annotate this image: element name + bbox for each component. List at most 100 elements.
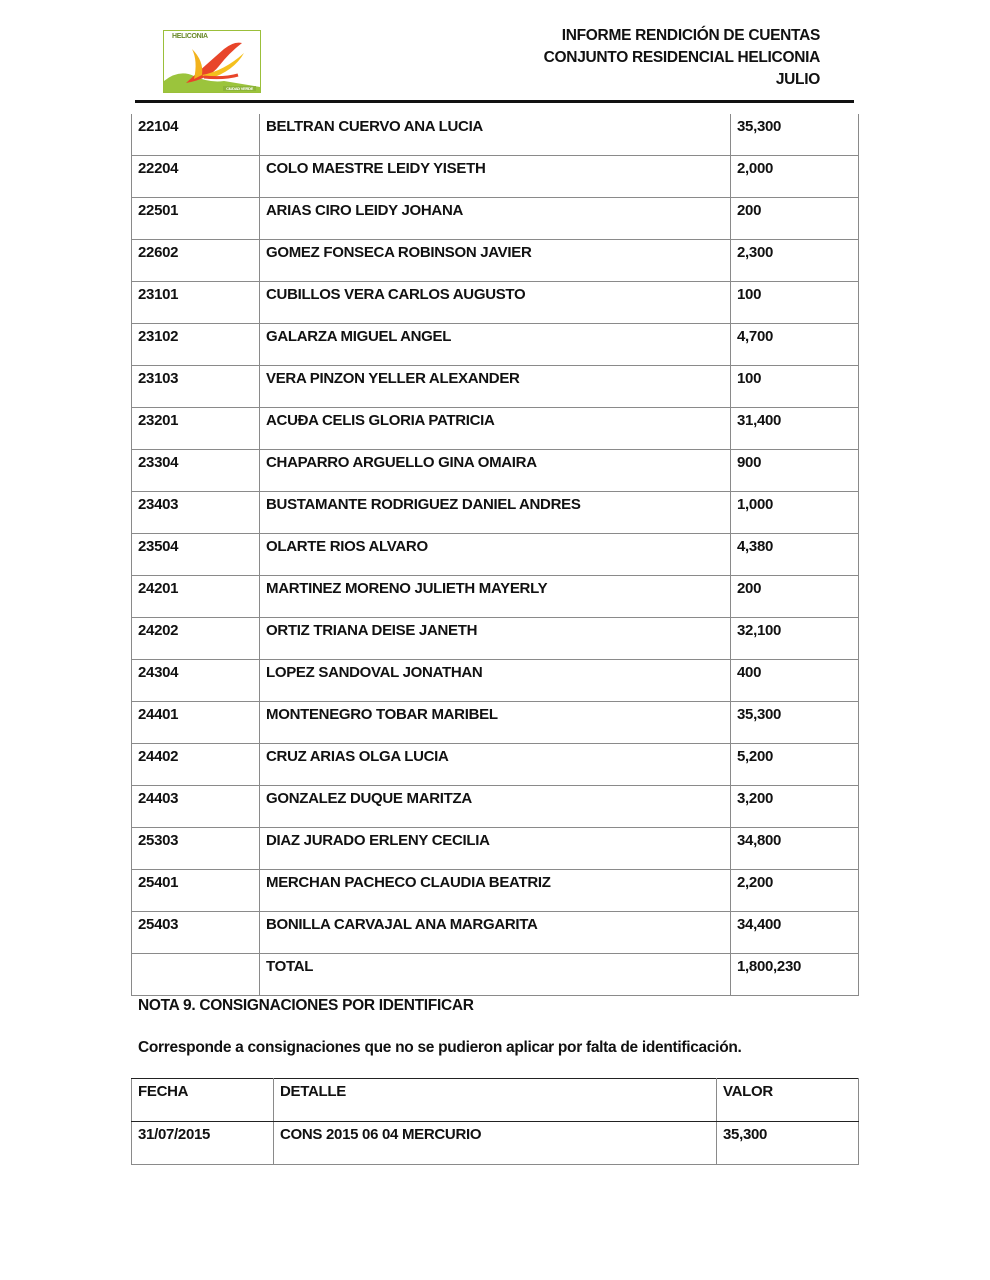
cell-apartment: 24402 (131, 743, 260, 786)
cell-apartment: 22104 (131, 114, 260, 156)
cell-name: GONZALEZ DUQUE MARITZA (259, 785, 731, 828)
table-row: 23304 CHAPARRO ARGUELLO GINA OMAIRA 900 (131, 449, 859, 492)
cell-apartment: 25403 (131, 911, 260, 954)
cell-name: GOMEZ FONSECA ROBINSON JAVIER (259, 239, 731, 282)
cell-amount: 2,200 (730, 869, 859, 912)
cell-amount: 35,300 (730, 114, 859, 156)
cell-apartment: 23304 (131, 449, 260, 492)
cell-apartment: 24401 (131, 701, 260, 744)
cell-detalle: CONS 2015 06 04 MERCURIO (273, 1121, 717, 1165)
report-title: INFORME RENDICIÓN DE CUENTAS (561, 27, 821, 44)
heliconia-logo: HELICONIA CIUDAD VERDE (163, 30, 261, 93)
cell-apartment: 24201 (131, 575, 260, 618)
cell-apartment: 23103 (131, 365, 260, 408)
cell-name: BELTRAN CUERVO ANA LUCIA (259, 114, 731, 156)
cell-name: MERCHAN PACHECO CLAUDIA BEATRIZ (259, 869, 731, 912)
cell-amount: 4,700 (730, 323, 859, 366)
table-row: 22204 COLO MAESTRE LEIDY YISETH 2,000 (131, 155, 859, 198)
table-row: 22104 BELTRAN CUERVO ANA LUCIA 35,300 (131, 114, 859, 156)
payments-table: 22104 BELTRAN CUERVO ANA LUCIA 35,300 22204… (131, 114, 859, 996)
cell-name: BUSTAMANTE RODRIGUEZ DANIEL ANDRES (259, 491, 731, 534)
cell-amount: 1,000 (730, 491, 859, 534)
cell-name: GALARZA MIGUEL ANGEL (259, 323, 731, 366)
cell-apartment: 23504 (131, 533, 260, 576)
cell-apartment: 24304 (131, 659, 260, 702)
table-row: 24401 MONTENEGRO TOBAR MARIBEL 35,300 (131, 701, 859, 744)
cell-amount: 35,300 (730, 701, 859, 744)
note-title: NOTA 9. CONSIGNACIONES POR IDENTIFICAR (138, 997, 474, 1014)
table-row: 24202 ORTIZ TRIANA DEISE JANETH 32,100 (131, 617, 859, 660)
table-row: 23201 ACUÐA CELIS GLORIA PATRICIA 31,400 (131, 407, 859, 450)
cell-name: CUBILLOS VERA CARLOS AUGUSTO (259, 281, 731, 324)
cell-amount: 5,200 (730, 743, 859, 786)
cell-name: MARTINEZ MORENO JULIETH MAYERLY (259, 575, 731, 618)
table-row: 24403 GONZALEZ DUQUE MARITZA 3,200 (131, 785, 859, 828)
cell-amount: 34,400 (730, 911, 859, 954)
table-row: 24304 LOPEZ SANDOVAL JONATHAN 400 (131, 659, 859, 702)
cell-name: BONILLA CARVAJAL ANA MARGARITA (259, 911, 731, 954)
complex-name: CONJUNTO RESIDENCIAL HELICONIA (543, 49, 821, 66)
cell-apartment: 22602 (131, 239, 260, 282)
cell-amount: 34,800 (730, 827, 859, 870)
cell-amount: 200 (730, 575, 859, 618)
cell-name: ORTIZ TRIANA DEISE JANETH (259, 617, 731, 660)
cell-name: COLO MAESTRE LEIDY YISETH (259, 155, 731, 198)
table-row: 23403 BUSTAMANTE RODRIGUEZ DANIEL ANDRES 1… (131, 491, 859, 534)
cell-apartment: 24403 (131, 785, 260, 828)
cell-apartment: 23201 (131, 407, 260, 450)
cell-amount: 400 (730, 659, 859, 702)
cell-apartment: 25303 (131, 827, 260, 870)
header-fecha: FECHA (131, 1078, 274, 1122)
table-row: 23103 VERA PINZON YELLER ALEXANDER 100 (131, 365, 859, 408)
table-row: 31/07/2015 CONS 2015 06 04 MERCURIO 35,3… (131, 1121, 859, 1165)
table-header-row: FECHA DETALLE VALOR (131, 1078, 859, 1122)
report-header: INFORME RENDICIÓN DE CUENTAS CONJUNTO RE… (543, 25, 821, 91)
heliconia-flower-icon (164, 42, 260, 92)
cell-amount: 32,100 (730, 617, 859, 660)
cell-amount: 2,000 (730, 155, 859, 198)
header-valor: VALOR (716, 1078, 859, 1122)
logo-text: HELICONIA (172, 33, 208, 40)
table-row: 24402 CRUZ ARIAS OLGA LUCIA 5,200 (131, 743, 859, 786)
cell-name: ARIAS CIRO LEIDY JOHANA (259, 197, 731, 240)
table-row: 22501 ARIAS CIRO LEIDY JOHANA 200 (131, 197, 859, 240)
report-month: JULIO (775, 71, 820, 88)
table-row: 25303 DIAZ JURADO ERLENY CECILIA 34,800 (131, 827, 859, 870)
total-row: TOTAL 1,800,230 (131, 953, 859, 996)
cell-apartment: 24202 (131, 617, 260, 660)
cell-apartment (131, 953, 260, 996)
cell-name: ACUÐA CELIS GLORIA PATRICIA (259, 407, 731, 450)
cell-name: MONTENEGRO TOBAR MARIBEL (259, 701, 731, 744)
cell-name: LOPEZ SANDOVAL JONATHAN (259, 659, 731, 702)
cell-amount: 900 (730, 449, 859, 492)
cell-valor: 35,300 (716, 1121, 859, 1165)
cell-amount: 2,300 (730, 239, 859, 282)
cell-apartment: 22501 (131, 197, 260, 240)
cell-apartment: 23403 (131, 491, 260, 534)
cell-amount: 4,380 (730, 533, 859, 576)
cell-apartment: 22204 (131, 155, 260, 198)
cell-amount: 100 (730, 365, 859, 408)
header-detalle: DETALLE (273, 1078, 717, 1122)
logo-subtext: CIUDAD VERDE (223, 86, 256, 91)
table-row: 22602 GOMEZ FONSECA ROBINSON JAVIER 2,300 (131, 239, 859, 282)
cell-apartment: 25401 (131, 869, 260, 912)
table-row: 23102 GALARZA MIGUEL ANGEL 4,700 (131, 323, 859, 366)
cell-amount: 100 (730, 281, 859, 324)
table-row: 24201 MARTINEZ MORENO JULIETH MAYERLY 200 (131, 575, 859, 618)
table-row: 25403 BONILLA CARVAJAL ANA MARGARITA 34,40… (131, 911, 859, 954)
table-row: 25401 MERCHAN PACHECO CLAUDIA BEATRIZ 2,20… (131, 869, 859, 912)
cell-apartment: 23101 (131, 281, 260, 324)
cell-amount: 1,800,230 (730, 953, 859, 996)
cell-name: VERA PINZON YELLER ALEXANDER (259, 365, 731, 408)
cell-name: OLARTE RIOS ALVARO (259, 533, 731, 576)
table-row: 23101 CUBILLOS VERA CARLOS AUGUSTO 100 (131, 281, 859, 324)
cell-apartment: 23102 (131, 323, 260, 366)
cell-amount: 31,400 (730, 407, 859, 450)
cell-amount: 3,200 (730, 785, 859, 828)
cell-amount: 200 (730, 197, 859, 240)
unidentified-deposits-table: FECHA DETALLE VALOR 31/07/2015 CONS 2015… (131, 1078, 859, 1165)
cell-name: TOTAL (259, 953, 731, 996)
cell-name: CHAPARRO ARGUELLO GINA OMAIRA (259, 449, 731, 492)
